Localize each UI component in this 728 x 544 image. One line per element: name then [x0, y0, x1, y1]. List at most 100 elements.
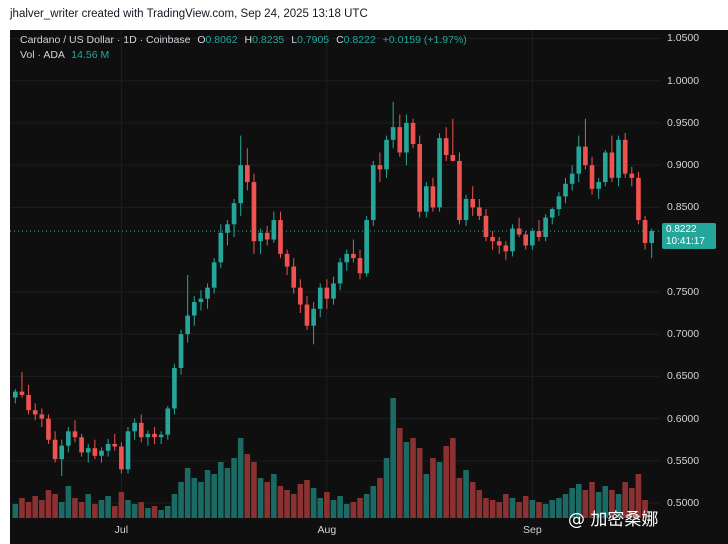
- high-label: H: [244, 34, 253, 46]
- y-tick-label: 0.9500: [667, 116, 700, 129]
- volume-value: 14.56 M: [71, 49, 110, 61]
- candle-body: [298, 287, 303, 305]
- volume-bar: [184, 468, 191, 518]
- x-tick-label: Jul: [114, 524, 129, 536]
- volume-bar: [383, 458, 390, 518]
- candle-body: [278, 220, 283, 254]
- volume-bar: [171, 494, 178, 518]
- volume-bar: [330, 500, 337, 518]
- candle-body: [251, 182, 257, 242]
- candle-body: [351, 253, 356, 259]
- candle-body: [410, 122, 416, 145]
- candle-body: [79, 437, 84, 453]
- volume-bar: [39, 500, 45, 518]
- candle-body: [72, 431, 78, 438]
- volume-bar: [509, 498, 516, 518]
- candle-body: [602, 152, 608, 183]
- volume-bar: [25, 502, 32, 518]
- low-value: 0.7905: [297, 34, 330, 46]
- candle-body: [324, 287, 330, 299]
- volume-bar: [496, 502, 503, 518]
- candle-body: [291, 266, 297, 288]
- volume-bar: [549, 500, 556, 518]
- volume-bar: [72, 498, 78, 518]
- candle-body: [357, 258, 363, 274]
- volume-bar: [582, 490, 589, 518]
- volume-bar: [204, 470, 211, 518]
- candle-body: [337, 262, 343, 284]
- volume-bar: [423, 474, 430, 518]
- candle-body: [477, 207, 482, 216]
- volume-bar: [32, 496, 38, 518]
- volume-bar: [111, 506, 118, 518]
- volume-bar: [589, 482, 595, 518]
- symbol-label: Cardano / US Dollar · 1D · Coinbase: [20, 34, 191, 46]
- candle-body: [450, 155, 456, 161]
- candle-body: [364, 220, 369, 274]
- candle-body: [225, 224, 230, 233]
- candle-body: [596, 182, 601, 189]
- volume-bar: [178, 482, 184, 518]
- candle-body: [344, 253, 350, 263]
- volume-bar: [297, 484, 304, 518]
- watermark: @ 加密桑娜: [568, 510, 659, 530]
- volume-bar: [609, 490, 615, 518]
- volume-bar: [397, 428, 403, 518]
- volume-bar: [118, 492, 125, 518]
- volume-bar: [191, 478, 198, 518]
- volume-bar: [463, 470, 469, 518]
- candle-body: [636, 177, 641, 221]
- volume-bar: [264, 482, 270, 518]
- current-price-tag: 0.8222 10:41:17: [662, 223, 716, 249]
- volume-bar: [317, 498, 324, 518]
- volume-bar: [569, 488, 575, 518]
- candle-body: [172, 367, 177, 409]
- volume-bar: [337, 496, 343, 518]
- volume-bar: [211, 474, 217, 518]
- volume-bar: [556, 498, 562, 518]
- candle-body: [536, 231, 542, 237]
- candle-body: [211, 262, 217, 288]
- candle-body: [271, 220, 277, 240]
- volume-bar: [410, 438, 416, 518]
- volume-legend: Vol · ADA 14.56 M: [20, 49, 109, 61]
- candle-body: [59, 445, 65, 460]
- candle-body: [331, 283, 336, 299]
- candle-body: [19, 391, 25, 395]
- candle-body: [99, 450, 104, 456]
- x-tick-label: Sep: [523, 524, 542, 536]
- candle-body: [52, 439, 58, 460]
- y-tick-label: 0.9000: [667, 159, 700, 172]
- candle-body: [423, 186, 429, 212]
- candle-body: [304, 304, 310, 326]
- candle-body: [609, 152, 615, 178]
- volume-bar: [92, 504, 98, 518]
- volume-label: Vol · ADA: [20, 49, 65, 61]
- volume-bar: [158, 510, 164, 518]
- y-tick-label: 1.0500: [667, 32, 700, 45]
- volume-bar: [304, 480, 310, 518]
- volume-bar: [403, 442, 410, 518]
- volume-bar: [476, 490, 483, 518]
- candle-body: [384, 139, 389, 170]
- candle-body: [245, 165, 250, 183]
- volume-bar: [277, 486, 284, 518]
- candle-body: [32, 410, 38, 415]
- candle-body: [198, 298, 204, 303]
- volume-bar: [58, 502, 65, 518]
- current-price: 0.8222: [666, 224, 697, 235]
- candle-body: [616, 139, 621, 178]
- time-axis: [10, 520, 728, 544]
- volume-bar: [529, 500, 536, 518]
- open-label: O: [197, 34, 206, 46]
- x-tick-label: Aug: [317, 524, 337, 536]
- candle-body: [556, 196, 562, 210]
- candle-body: [218, 232, 224, 263]
- candle-body: [39, 414, 45, 419]
- volume-bar: [575, 484, 582, 518]
- candle-body: [649, 231, 655, 243]
- candle-body: [417, 144, 422, 212]
- volume-bar: [231, 458, 237, 518]
- volume-bar: [629, 488, 635, 518]
